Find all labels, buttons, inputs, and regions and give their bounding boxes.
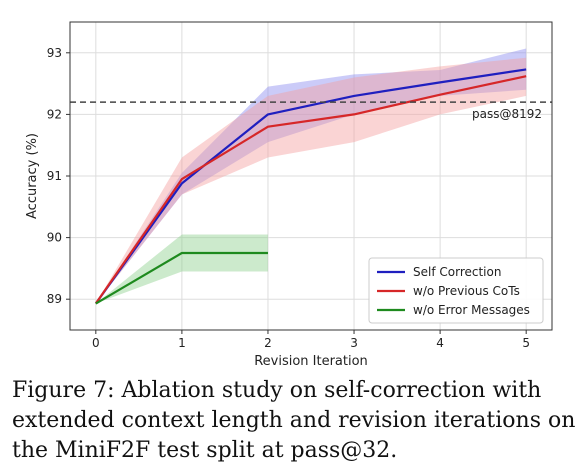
series-line <box>94 75 527 305</box>
series-line <box>95 251 268 305</box>
series-line <box>94 68 527 305</box>
grid <box>70 22 552 330</box>
y-tick-label: 91 <box>47 169 62 183</box>
x-tick-label: 3 <box>350 336 358 350</box>
x-tick-label: 2 <box>264 336 272 350</box>
y-axis-label: Accuracy (%) <box>25 133 40 219</box>
legend: Self Correction w/o Previous CoTs w/o Erro… <box>368 257 544 324</box>
x-tick-label: 5 <box>522 336 530 350</box>
legend-box <box>368 257 544 324</box>
y-tick-label: 92 <box>47 107 62 121</box>
x-tick-label: 4 <box>436 336 444 350</box>
legend-label: w/o Error Messages <box>413 303 530 317</box>
x-axis-label: Revision Iteration <box>254 354 368 369</box>
y-tick-label: 90 <box>47 231 62 245</box>
y-tick-label: 89 <box>47 292 62 306</box>
reference-line-group: pass@8192 <box>70 101 552 121</box>
confidence-bands <box>95 48 527 304</box>
x-tick-label: 1 <box>178 336 186 350</box>
x-tick-label: 0 <box>92 336 100 350</box>
confidence-band <box>95 48 527 304</box>
line-chart: pass@8192 0 1 2 3 4 5 89 90 91 92 93 Revision Iter… <box>25 21 553 369</box>
series-lines <box>94 68 527 305</box>
y-tick-label: 93 <box>47 46 62 60</box>
axis-ticks: 0 1 2 3 4 5 89 90 91 92 93 <box>47 46 530 350</box>
legend-label: w/o Previous CoTs <box>413 284 520 298</box>
reference-line-label: pass@8192 <box>472 107 542 121</box>
confidence-band <box>95 57 527 304</box>
confidence-band <box>95 234 268 304</box>
legend-label: Self Correction <box>413 265 501 279</box>
figure-caption: Figure 7: Ablation study on self-correct… <box>12 378 576 463</box>
